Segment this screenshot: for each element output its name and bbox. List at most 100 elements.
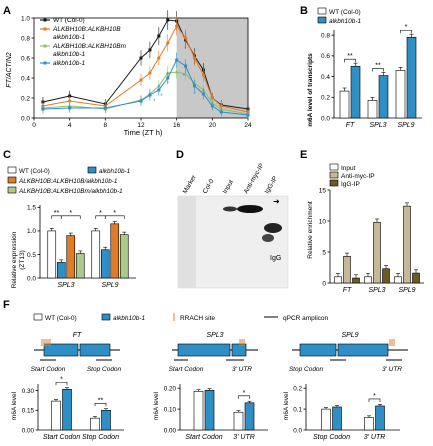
y-tick-label: 0.2 [293,385,302,392]
y-tick-label: 0 [322,280,326,287]
category-label: 3' UTR [233,434,255,441]
significance-marker: ** [98,397,104,404]
bar [367,100,378,119]
legend-label: Anti-myc-IP [341,173,375,180]
legend-swatch [7,186,17,194]
blot-membrane [177,195,289,289]
data-point [210,104,214,108]
legend-marker [43,61,47,65]
y-tick-label: 0.00 [22,427,35,434]
significance-star: * [183,74,186,80]
data-point [148,48,152,52]
data-point [148,71,152,75]
category-label: FT [346,122,355,129]
panel-c-ylabel: Relative expression [11,231,18,288]
bar [75,253,85,279]
bar [62,388,72,431]
bar [110,223,120,279]
legend-label: alkbh10b-1 [113,315,146,322]
category-label: Stop Codon [82,434,119,441]
data-point [201,73,206,77]
data-point [139,78,143,82]
bar [119,234,129,279]
category-label: SPL3 [369,122,386,129]
gene-region-label: Start Codon [169,366,204,373]
y-tick-label: 0.8 [21,35,30,42]
y-tick-label: 5 [322,249,326,256]
exon-box [79,343,111,357]
exon-box [43,343,79,357]
blot-band-anti-myc [237,205,263,213]
data-point [166,18,170,22]
data-point [148,93,152,97]
bar [90,417,100,431]
panel-a-line-chart: FT/ACTIN2 Time (ZT h) 0 4 8 12 16 20 24 0.0 0.2 0… [6,10,252,137]
category-label: SPL9 [101,282,118,289]
y-tick-label: 0.5 [27,252,36,259]
data-point [68,99,72,103]
y-tick-label: 0.0 [21,115,30,122]
legend-label: alkbh10b-1 [53,60,86,67]
y-tick-label: 0.1 [293,406,302,413]
panel-c-ylabel2: (ZT13) [19,250,26,270]
x-tick-label: 24 [244,122,252,129]
y-tick-label: 0.20 [164,385,177,392]
significance-marker: ** [375,63,381,70]
y-tick-label: 1.5 [27,205,36,212]
panel-e-ylabel: Relative enrichment [307,201,314,259]
legend-swatch [7,176,17,184]
legend-swatch [329,163,339,171]
legend-label: RRACH site [180,315,215,322]
x-tick-label: 8 [104,122,108,129]
data-point [166,41,170,45]
bar [378,75,389,119]
y-tick-label: 0.0 [293,427,302,434]
y-tick-label: 10 [319,218,327,225]
significance-marker: ** [54,210,60,217]
bar [51,400,61,431]
bar [412,272,420,284]
data-point [183,72,188,76]
series-line [42,71,249,115]
bar [47,230,57,279]
y-tick-label: 0.8 [321,32,330,39]
x-tick-label: 12 [137,122,145,129]
bar [403,205,411,284]
legend-marker [43,44,47,48]
exon-box [299,343,337,357]
significance-marker: * [113,210,116,217]
data-point [210,96,214,100]
panel-b-ylabel: m6A level of transcripts [307,53,314,127]
blot-lane-label: Col-0 [202,178,216,195]
bar [204,389,215,431]
panel-f-ylabel: m6A level [11,391,18,420]
data-point [201,92,205,96]
significance-bracket [372,68,384,72]
bar [343,256,351,284]
panel-f-gene-maps: WT (Col-0) alkbh10b-1 RRACH site qPCR ampli… [11,313,408,441]
x-tick-label: 0 [32,122,36,129]
bar [364,276,372,284]
legend-label: alkbh10b-1 [329,18,362,25]
panel-e-bar-chart: Relative enrichment InputAnti-myc-IPIgG-… [307,163,424,294]
y-tick-label: 0.0 [321,115,330,122]
y-tick-label: 0.30 [22,388,35,395]
legend-swatch [33,313,43,321]
exon-box [231,343,247,357]
category-label: SPL9 [397,122,414,129]
data-point [184,64,188,68]
legend-label: ALKBH10B:ALKBH10B [52,26,121,33]
series-line [42,59,249,116]
bar [101,409,111,431]
data-point [174,70,179,74]
significance-star: * [160,94,163,100]
series-line [42,25,249,113]
panel-label-d: D [176,149,184,161]
category-label: SPL3 [57,282,74,289]
bar [100,249,110,279]
blot-lane-label: IgG-IP [264,175,279,195]
panel-label-b: B [300,5,308,17]
y-tick-label: 0.4 [21,75,30,82]
